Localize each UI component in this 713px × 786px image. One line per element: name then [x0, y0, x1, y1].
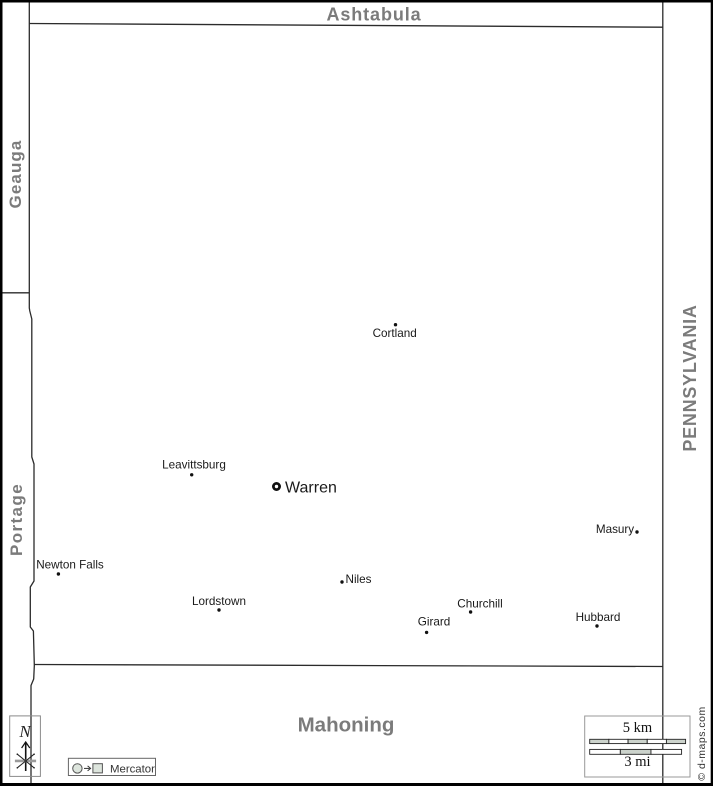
svg-text:PENNSYLVANIA: PENNSYLVANIA [680, 304, 700, 451]
svg-text:© d-maps.com: © d-maps.com [696, 706, 708, 780]
svg-text:Warren: Warren [285, 479, 337, 496]
svg-text:Masury: Masury [596, 523, 634, 536]
svg-text:5 km: 5 km [623, 720, 653, 736]
svg-text:3 mi: 3 mi [624, 754, 650, 770]
svg-text:Mahoning: Mahoning [298, 714, 395, 737]
svg-text:Newton Falls: Newton Falls [36, 559, 104, 572]
svg-text:Ashtabula: Ashtabula [326, 5, 421, 25]
svg-text:Portage: Portage [7, 483, 26, 556]
svg-text:N: N [18, 722, 32, 741]
svg-text:Geauga: Geauga [6, 140, 25, 209]
svg-text:Hubbard: Hubbard [576, 611, 621, 624]
svg-text:Mercator: Mercator [110, 764, 155, 776]
svg-text:Leavittsburg: Leavittsburg [162, 459, 226, 472]
svg-text:Girard: Girard [418, 615, 450, 628]
svg-text:Cortland: Cortland [373, 327, 417, 340]
svg-text:Churchill: Churchill [457, 598, 502, 611]
svg-text:Lordstown: Lordstown [192, 595, 246, 608]
svg-text:Niles: Niles [346, 573, 372, 586]
